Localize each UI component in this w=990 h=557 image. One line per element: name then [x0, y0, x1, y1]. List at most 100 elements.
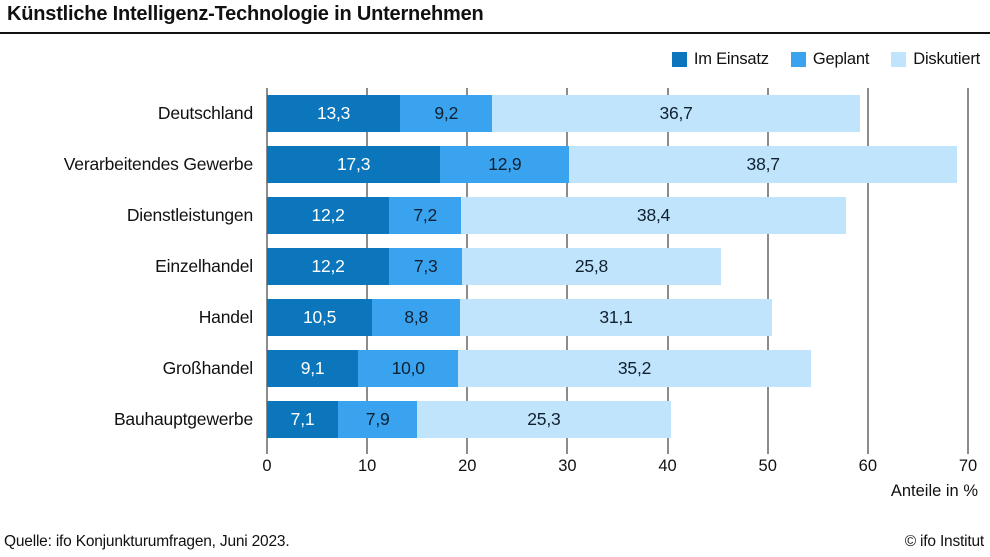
bar-segment-im-einsatz: 13,3	[267, 95, 401, 132]
footer: Quelle: ifo Konjunkturumfragen, Juni 202…	[4, 533, 984, 551]
bar-value-label: 7,3	[413, 256, 438, 276]
category-label: Dienstleistungen	[126, 205, 253, 225]
bar-segment-im-einsatz: 12,2	[267, 248, 390, 285]
bar-segment-diskutiert: 36,7	[492, 95, 860, 132]
bar-value-label: 9,2	[434, 103, 459, 123]
bar-segment-diskutiert: 31,1	[460, 299, 772, 336]
x-tick-mark	[767, 445, 769, 454]
legend-label: Diskutiert	[913, 50, 980, 68]
bar-segment-geplant: 8,8	[372, 299, 461, 336]
copyright-note: © ifo Institut	[904, 533, 984, 550]
gridline	[967, 88, 969, 445]
stacked-bar: 10,5 8,8 31,1	[267, 299, 968, 336]
bar-value-label: 25,3	[527, 409, 561, 429]
bar-value-label: 38,7	[746, 154, 780, 174]
x-tick-mark	[967, 445, 969, 454]
bar-row: 7,1 7,9 25,3	[267, 394, 968, 445]
bar-value-label: 36,7	[659, 103, 693, 123]
bar-segment-diskutiert: 35,2	[458, 350, 811, 387]
gridline	[867, 88, 869, 445]
x-tick-mark	[466, 445, 468, 454]
stacked-bar: 7,1 7,9 25,3	[267, 401, 968, 438]
title-rule	[0, 32, 990, 34]
bar-row: 10,5 8,8 31,1	[267, 292, 968, 343]
legend-label: Im Einsatz	[693, 50, 769, 68]
category-label: Verarbeitendes Gewerbe	[63, 154, 253, 174]
bar-row: 9,1 10,0 35,2	[267, 343, 968, 394]
bar-segment-im-einsatz: 12,2	[267, 197, 390, 234]
legend-item: Geplant	[790, 50, 870, 69]
legend-item: Diskutiert	[891, 50, 980, 69]
bar-segment-geplant: 7,2	[389, 197, 462, 234]
category-label: Handel	[198, 307, 253, 327]
x-tick-label: 10	[357, 457, 377, 475]
bar-segment-geplant: 7,3	[389, 248, 463, 285]
bar-value-label: 9,1	[300, 358, 325, 378]
bar-segment-diskutiert: 38,7	[569, 146, 957, 183]
chart-legend: Im Einsatz Geplant Diskutiert	[671, 50, 980, 69]
stacked-bar: 13,3 9,2 36,7	[267, 95, 968, 132]
bar-value-label: 12,2	[311, 205, 345, 225]
stacked-bar-chart: Deutschland Verarbeitendes Gewerbe Dienstl…	[6, 88, 984, 501]
bar-value-label: 12,2	[311, 256, 345, 276]
bar-value-label: 31,1	[599, 307, 633, 327]
x-tick-label: 30	[558, 457, 577, 475]
bar-segment-geplant: 12,9	[440, 146, 570, 183]
bar-row: 12,2 7,2 38,4	[267, 190, 968, 241]
plot-column: 13,3 9,2 36,7 17,3 12,9 38,7 12,2 7,2 38,4 12,2 7,…	[262, 88, 984, 501]
bar-segment-geplant: 7,9	[338, 401, 418, 438]
bar-value-label: 7,9	[365, 409, 390, 429]
stacked-bar: 9,1 10,0 35,2	[267, 350, 968, 387]
source-note: Quelle: ifo Konjunkturumfragen, Juni 202…	[4, 533, 290, 550]
bar-row: 17,3 12,9 38,7	[267, 139, 968, 190]
x-tick-label: 0	[262, 457, 272, 475]
x-axis-ticks	[266, 445, 969, 454]
x-tick-label: 70	[958, 457, 978, 475]
category-labels: Deutschland Verarbeitendes Gewerbe Dienstl…	[6, 88, 267, 501]
bar-value-label: 38,4	[636, 205, 671, 225]
stacked-bar: 17,3 12,9 38,7	[267, 146, 968, 183]
bar-value-label: 8,8	[404, 307, 429, 327]
bar-row: 12,2 7,3 25,8	[267, 241, 968, 292]
category-label: Einzelhandel	[155, 256, 253, 276]
gridline	[767, 88, 769, 445]
bar-segment-diskutiert: 25,8	[462, 248, 721, 285]
legend-swatch-icon	[891, 52, 907, 67]
bar-segment-diskutiert: 38,4	[461, 197, 846, 234]
bar-row: 13,3 9,2 36,7	[267, 88, 968, 139]
bar-segment-im-einsatz: 17,3	[267, 146, 441, 183]
category-label: Deutschland	[157, 103, 253, 123]
category-label: Bauhauptgewerbe	[113, 409, 253, 429]
x-tick-label: 60	[858, 457, 878, 475]
legend-swatch-icon	[671, 52, 687, 67]
legend-item: Im Einsatz	[671, 50, 769, 69]
bar-segment-geplant: 9,2	[400, 95, 493, 132]
bar-value-label: 13,3	[316, 103, 351, 123]
x-tick-label: 40	[658, 457, 677, 475]
x-tick-mark	[867, 445, 869, 454]
bar-value-label: 12,9	[488, 154, 522, 174]
x-axis-label: Anteile in %	[890, 482, 978, 500]
bar-value-label: 10,0	[391, 358, 425, 378]
x-tick-mark	[566, 445, 568, 454]
bar-value-label: 10,5	[302, 307, 337, 327]
bar-segment-geplant: 10,0	[358, 350, 459, 387]
x-tick-mark	[667, 445, 669, 454]
bar-segment-im-einsatz: 10,5	[267, 299, 373, 336]
x-tick-label: 50	[758, 457, 777, 475]
plot-area: 13,3 9,2 36,7 17,3 12,9 38,7 12,2 7,2 38,4 12,2 7,…	[266, 88, 969, 445]
bar-segment-im-einsatz: 7,1	[267, 401, 339, 438]
legend-swatch-icon	[790, 52, 806, 67]
stacked-bar: 12,2 7,3 25,8	[267, 248, 968, 285]
category-label: Großhandel	[162, 358, 254, 378]
bar-value-label: 35,2	[617, 358, 652, 378]
x-axis-tick-labels: 0 10 20 30 40 50 60 70	[262, 457, 977, 478]
bar-value-label: 7,1	[290, 409, 315, 429]
x-tick-label: 20	[458, 457, 477, 475]
page-title: Künstliche Intelligenz-Technologie in Un…	[7, 3, 484, 25]
bar-value-label: 7,2	[413, 205, 438, 225]
x-tick-mark	[266, 445, 268, 454]
legend-label: Geplant	[812, 50, 870, 68]
stacked-bar: 12,2 7,2 38,4	[267, 197, 968, 234]
